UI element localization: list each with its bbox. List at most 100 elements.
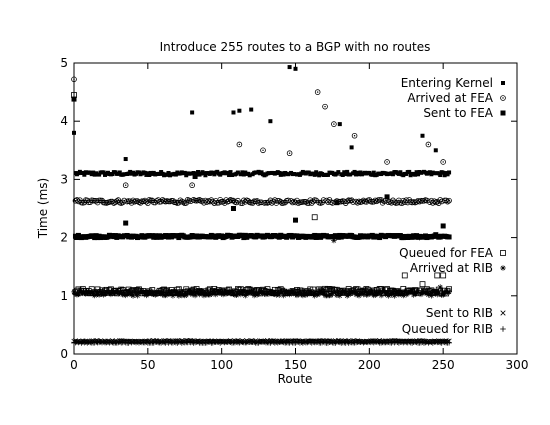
data-point <box>384 194 390 200</box>
legend-marker <box>500 250 506 256</box>
data-point <box>168 288 175 295</box>
data-point <box>441 170 446 175</box>
data-point <box>140 288 147 295</box>
legend-label: Queued for RIB <box>402 322 493 336</box>
data-point <box>91 292 98 299</box>
data-point <box>345 169 350 174</box>
legend-marker <box>501 81 505 85</box>
data-points <box>71 65 452 346</box>
legend-marker <box>500 326 506 332</box>
data-point <box>337 122 342 127</box>
data-point <box>326 286 333 292</box>
data-point <box>241 288 247 295</box>
data-point <box>418 291 424 298</box>
data-point <box>142 170 147 175</box>
data-point <box>223 290 229 297</box>
data-point <box>294 292 300 299</box>
data-point <box>298 291 305 298</box>
data-point <box>266 291 272 297</box>
data-point <box>443 288 449 295</box>
series-6 <box>71 338 452 346</box>
data-point <box>229 234 235 240</box>
data-point <box>121 291 128 298</box>
data-point <box>391 292 398 299</box>
data-point <box>349 145 354 150</box>
data-point <box>239 289 246 296</box>
legend-item: Sent to RIB <box>426 306 506 320</box>
data-point <box>419 281 426 288</box>
data-point <box>413 290 420 297</box>
y-axis-title: Time (ms) <box>36 178 50 240</box>
data-point <box>369 289 376 296</box>
data-point <box>440 272 447 279</box>
data-point <box>81 290 88 297</box>
data-point <box>348 172 353 177</box>
legend-item: Arrived at FEA <box>407 91 506 105</box>
data-point <box>173 172 178 177</box>
data-point <box>183 292 190 298</box>
data-point <box>334 292 340 299</box>
data-point <box>240 170 245 175</box>
data-point <box>247 173 252 178</box>
data-point <box>440 159 446 165</box>
data-point <box>334 200 340 206</box>
data-point <box>419 289 426 296</box>
data-point <box>375 290 381 297</box>
data-point <box>243 290 250 296</box>
data-point <box>166 170 171 175</box>
data-point <box>362 288 368 295</box>
data-point <box>211 288 218 295</box>
data-point <box>438 173 443 178</box>
data-point <box>335 289 342 296</box>
data-point <box>356 292 362 299</box>
x-tick-label: 150 <box>284 358 307 372</box>
data-point <box>371 170 376 175</box>
data-point <box>236 141 243 148</box>
data-point <box>363 292 370 298</box>
data-point <box>432 171 437 176</box>
y-tick-label: 0 <box>60 347 68 361</box>
data-point <box>192 173 198 179</box>
data-point <box>260 290 266 296</box>
data-point <box>249 107 254 112</box>
data-point <box>137 290 144 296</box>
data-point <box>115 290 122 297</box>
data-point <box>345 291 352 298</box>
data-point <box>414 170 419 175</box>
data-point <box>416 172 421 177</box>
data-point <box>122 182 129 189</box>
data-point <box>117 170 122 175</box>
data-point <box>74 291 80 298</box>
data-point <box>225 170 230 175</box>
x-tick-label: 100 <box>210 358 233 372</box>
data-point <box>342 290 349 296</box>
data-point <box>88 290 95 297</box>
data-point <box>134 292 141 299</box>
data-point <box>416 234 423 241</box>
data-point <box>303 292 309 298</box>
data-point <box>143 292 150 299</box>
data-point <box>312 172 317 177</box>
data-point <box>199 289 206 296</box>
data-point <box>124 291 130 297</box>
data-point <box>96 292 102 298</box>
data-point <box>190 289 197 296</box>
data-point <box>280 292 287 299</box>
legend-marker <box>500 310 506 316</box>
data-point <box>311 214 318 221</box>
data-point <box>381 289 387 295</box>
data-point <box>343 172 348 177</box>
data-point <box>218 290 225 297</box>
axis-ticks: 0 50 100 150 200 250 300 0 1 2 3 4 5 <box>60 56 528 372</box>
data-point <box>340 172 345 177</box>
data-point <box>384 290 390 296</box>
data-point <box>399 290 405 296</box>
data-point <box>403 291 410 298</box>
data-point <box>320 290 327 297</box>
data-point <box>292 172 297 177</box>
data-point <box>384 159 390 165</box>
data-point <box>332 289 339 296</box>
data-point <box>78 289 85 296</box>
